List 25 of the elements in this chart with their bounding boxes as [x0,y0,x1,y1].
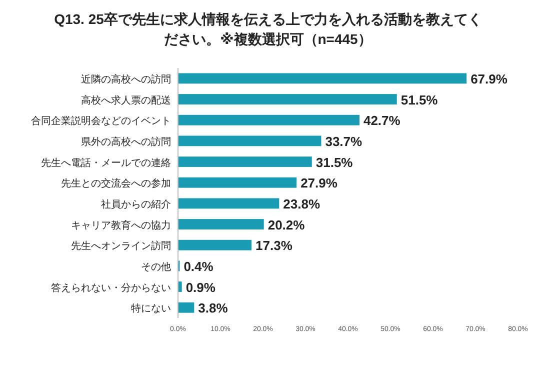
y-tick-label: キャリア教育への協力 [71,219,171,232]
y-tick-label: 先生との交流会への参加 [61,178,171,190]
data-label: 0.9% [186,280,216,295]
data-label: 51.5% [400,92,438,108]
y-tick-label: 高校へ求人票の配送 [81,94,171,106]
data-label: 0.4% [184,258,214,274]
y-tick-label: 合同企業説明会などのイベント [31,115,171,128]
y-tick-label: 先生へオンライン訪問 [71,240,171,252]
y-tick-label: 近隣の高校への訪問 [81,73,171,86]
y-tick-label: 先生へ電話・メールでの連絡 [41,156,171,169]
title: Q13. 25卒で先生に求人情報を伝える上で力を入れる活動を教えてください。※複数選択可（n=445） [54,11,482,47]
data-label: 3.8% [198,300,228,316]
data-label: 42.7% [363,113,401,128]
data-label: 31.5% [316,154,354,170]
data-label: 67.9% [470,71,508,86]
data-label: 17.3% [256,238,293,254]
data-label: 20.2% [268,217,306,232]
y-tick-label: 答えられない・分からない [51,282,171,294]
y-tick-label: その他 [141,260,171,273]
data-label: 23.8% [283,196,320,212]
y-tick-label: 社員からの紹介 [101,198,171,210]
y-tick-label: 特にない [131,302,171,315]
y-tick-label: 県外の高校への訪問 [81,136,171,148]
data-label: 27.9% [300,176,338,191]
data-label: 33.7% [325,134,363,149]
